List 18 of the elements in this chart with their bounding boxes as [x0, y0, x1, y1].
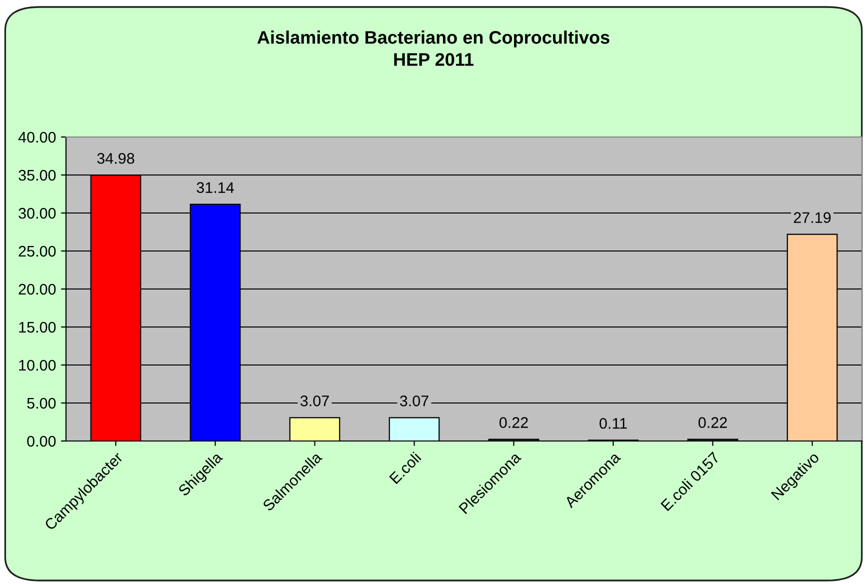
data-label: 34.98 [97, 152, 134, 164]
y-tick-label: 5.00 [27, 398, 56, 409]
y-tick-label: 25.00 [18, 246, 56, 257]
y-tick-label: 20.00 [18, 284, 56, 295]
y-tick-label: 35.00 [18, 170, 56, 181]
data-label: 0.22 [499, 417, 528, 428]
data-label: 31.14 [196, 182, 234, 193]
y-tick-label: 0.00 [27, 436, 56, 447]
y-tick-label: 15.00 [19, 322, 56, 333]
y-tick-label: 30.00 [18, 208, 56, 219]
data-label: 3.07 [300, 395, 329, 406]
data-label: 0.11 [600, 418, 627, 429]
data-label: 0.22 [698, 417, 727, 428]
y-tick-label: 40.00 [18, 132, 56, 143]
chart-title: Aislamiento Bacteriano en Coprocultivos HEP 2011 [257, 30, 610, 66]
data-label: 3.07 [400, 395, 428, 406]
data-label: 27.19 [794, 212, 831, 224]
y-tick-label: 10.00 [19, 360, 56, 371]
